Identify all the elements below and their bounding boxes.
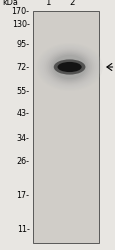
Ellipse shape (57, 62, 81, 72)
FancyArrowPatch shape (106, 64, 112, 70)
Text: 11-: 11- (17, 225, 29, 234)
Text: 1: 1 (45, 0, 50, 7)
Ellipse shape (40, 46, 98, 88)
Ellipse shape (49, 52, 89, 82)
Ellipse shape (53, 60, 85, 74)
Text: 43-: 43- (17, 109, 29, 118)
Ellipse shape (43, 48, 95, 86)
Text: 34-: 34- (17, 134, 29, 143)
Text: 55-: 55- (16, 88, 29, 96)
Ellipse shape (45, 50, 93, 84)
Text: kDa: kDa (2, 0, 18, 7)
Text: 17-: 17- (16, 191, 29, 200)
Bar (33, 10, 98, 242)
Text: 26-: 26- (16, 158, 29, 166)
Ellipse shape (42, 47, 96, 87)
Text: 130-: 130- (12, 20, 29, 29)
Ellipse shape (52, 55, 86, 79)
Text: 2: 2 (69, 0, 74, 7)
Ellipse shape (50, 54, 88, 80)
Ellipse shape (47, 51, 91, 83)
Text: 95-: 95- (16, 40, 29, 49)
Text: 72-: 72- (16, 62, 29, 72)
Ellipse shape (36, 43, 102, 91)
Text: 170-: 170- (12, 8, 29, 16)
Ellipse shape (38, 44, 100, 90)
